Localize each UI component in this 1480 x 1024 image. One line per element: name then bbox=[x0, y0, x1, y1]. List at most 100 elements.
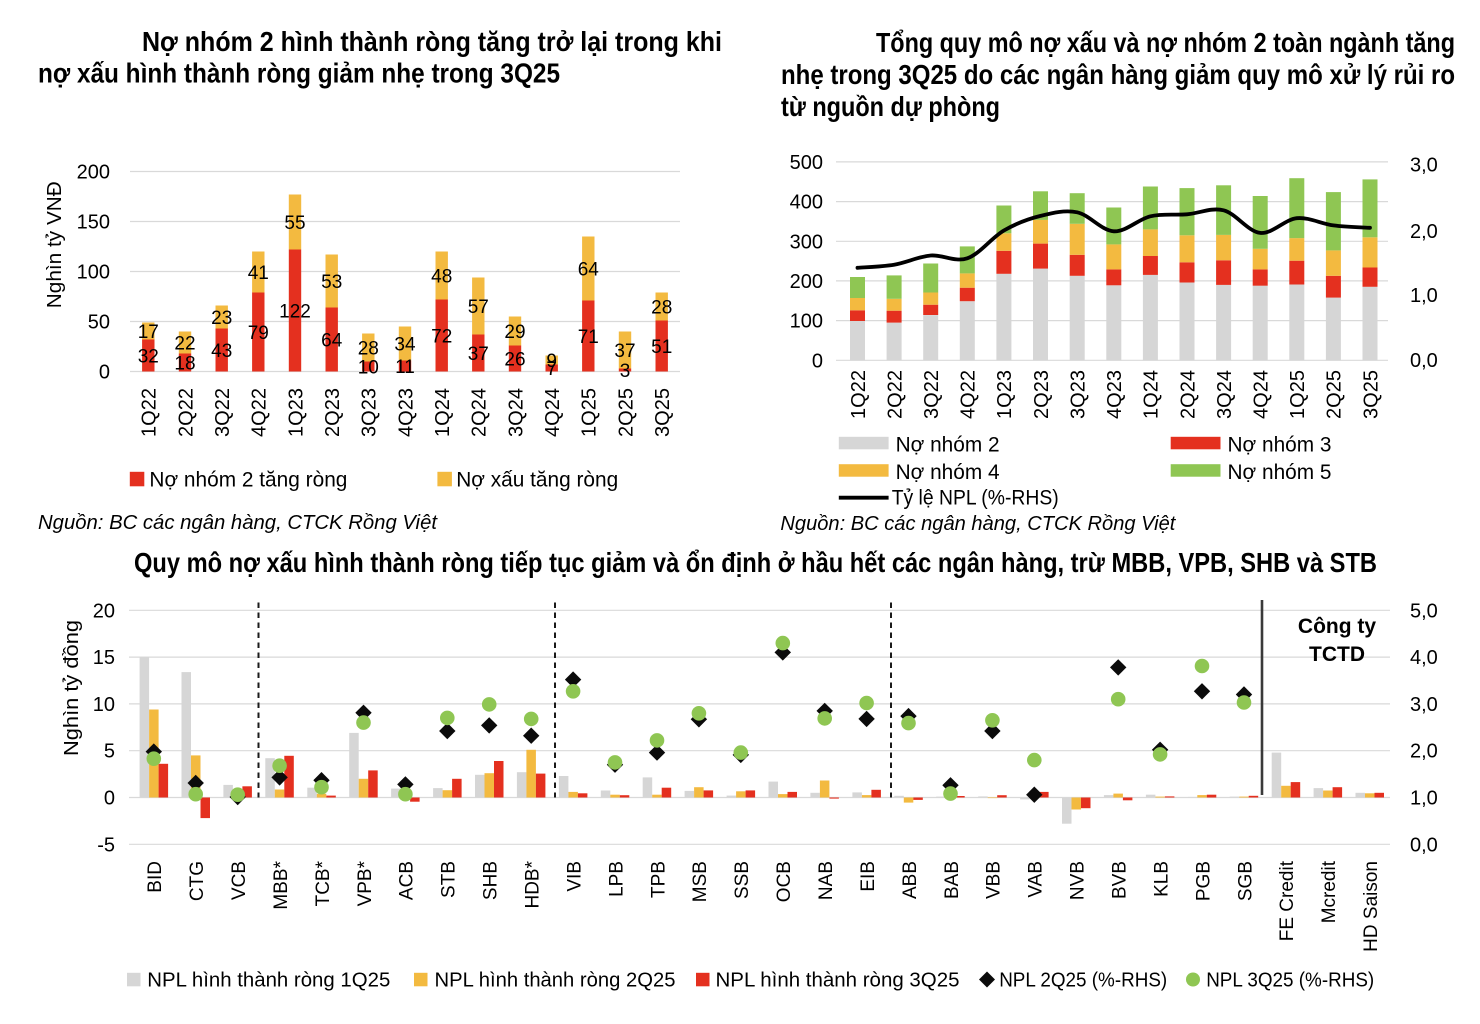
svg-text:NPL hình thành ròng 3Q25: NPL hình thành ròng 3Q25 bbox=[716, 969, 960, 992]
svg-text:26: 26 bbox=[504, 349, 525, 370]
svg-text:2Q24: 2Q24 bbox=[469, 388, 491, 437]
svg-text:nợ xấu hình thành ròng giảm nh: nợ xấu hình thành ròng giảm nhẹ trong 3Q… bbox=[38, 58, 560, 89]
svg-text:Mcredit: Mcredit bbox=[1319, 860, 1340, 923]
svg-text:Nợ nhóm 2 tăng ròng: Nợ nhóm 2 tăng ròng bbox=[149, 468, 347, 492]
svg-text:17: 17 bbox=[138, 322, 159, 343]
svg-text:1Q23: 1Q23 bbox=[285, 388, 307, 437]
svg-text:53: 53 bbox=[321, 272, 342, 293]
svg-text:3Q25: 3Q25 bbox=[1360, 370, 1382, 419]
svg-text:2Q22: 2Q22 bbox=[884, 370, 906, 419]
svg-text:0: 0 bbox=[104, 788, 115, 810]
svg-text:EIB: EIB bbox=[858, 861, 879, 892]
svg-text:VPB*: VPB* bbox=[355, 860, 376, 906]
svg-text:Tỷ lệ NPL (%-RHS): Tỷ lệ NPL (%-RHS) bbox=[892, 485, 1059, 509]
svg-text:4Q23: 4Q23 bbox=[395, 388, 417, 437]
svg-text:1Q24: 1Q24 bbox=[432, 388, 454, 437]
svg-text:2Q23: 2Q23 bbox=[322, 388, 344, 437]
svg-text:10: 10 bbox=[358, 357, 379, 378]
svg-text:2,0: 2,0 bbox=[1410, 221, 1438, 243]
svg-text:22: 22 bbox=[174, 333, 195, 354]
svg-text:SHB: SHB bbox=[481, 861, 502, 900]
svg-text:nhẹ trong 3Q25 do các ngân hàn: nhẹ trong 3Q25 do các ngân hàng giảm quy… bbox=[781, 59, 1455, 90]
svg-text:3,0: 3,0 bbox=[1410, 694, 1438, 716]
svg-text:OCB: OCB bbox=[774, 861, 795, 902]
svg-text:NPL hình thành ròng 1Q25: NPL hình thành ròng 1Q25 bbox=[147, 969, 390, 992]
svg-text:3Q23: 3Q23 bbox=[1068, 370, 1090, 419]
svg-text:NVB: NVB bbox=[1068, 861, 1089, 900]
svg-text:200: 200 bbox=[77, 162, 110, 184]
svg-text:Nghìn tỷ đồng: Nghìn tỷ đồng bbox=[61, 620, 83, 756]
svg-text:64: 64 bbox=[321, 330, 343, 351]
svg-text:48: 48 bbox=[431, 266, 452, 287]
svg-text:100: 100 bbox=[790, 311, 823, 333]
svg-text:79: 79 bbox=[248, 323, 269, 344]
svg-text:Nguồn: BC các ngân hàng, CTCK: Nguồn: BC các ngân hàng, CTCK Rồng Việt bbox=[38, 512, 438, 534]
svg-text:2Q22: 2Q22 bbox=[175, 388, 197, 437]
svg-text:Quy mô nợ xấu hình thành ròng: Quy mô nợ xấu hình thành ròng tiếp tục g… bbox=[134, 547, 1377, 578]
svg-text:NPL 3Q25 (%-RHS): NPL 3Q25 (%-RHS) bbox=[1206, 969, 1374, 992]
svg-text:Nợ xấu tăng ròng: Nợ xấu tăng ròng bbox=[456, 468, 618, 492]
svg-text:STB: STB bbox=[439, 861, 460, 898]
svg-text:Nợ nhóm 2 hình thành ròng tăng: Nợ nhóm 2 hình thành ròng tăng trở lại t… bbox=[142, 26, 722, 57]
svg-text:ACB: ACB bbox=[397, 861, 418, 900]
svg-text:2Q23: 2Q23 bbox=[1031, 370, 1053, 419]
svg-text:ABB: ABB bbox=[900, 861, 921, 899]
svg-text:Nợ nhóm 4: Nợ nhóm 4 bbox=[896, 460, 1000, 484]
svg-text:11: 11 bbox=[395, 357, 415, 378]
svg-text:Nghìn tỷ VNĐ: Nghìn tỷ VNĐ bbox=[44, 181, 66, 308]
svg-text:41: 41 bbox=[248, 263, 269, 284]
svg-text:64: 64 bbox=[578, 259, 600, 280]
svg-text:NPL 2Q25 (%-RHS): NPL 2Q25 (%-RHS) bbox=[999, 969, 1167, 992]
svg-text:1Q23: 1Q23 bbox=[994, 370, 1016, 419]
svg-text:18: 18 bbox=[174, 353, 195, 374]
svg-text:Nợ nhóm 5: Nợ nhóm 5 bbox=[1228, 460, 1332, 484]
svg-text:2,0: 2,0 bbox=[1410, 741, 1438, 763]
svg-text:KLB: KLB bbox=[1151, 861, 1172, 897]
svg-text:1,0: 1,0 bbox=[1410, 788, 1438, 810]
svg-text:4Q22: 4Q22 bbox=[249, 388, 271, 437]
svg-text:57: 57 bbox=[468, 297, 489, 318]
svg-text:71: 71 bbox=[578, 327, 599, 348]
svg-text:TCTD: TCTD bbox=[1309, 643, 1365, 666]
svg-text:200: 200 bbox=[790, 271, 823, 293]
svg-text:Nợ nhóm 2: Nợ nhóm 2 bbox=[896, 432, 1000, 456]
svg-text:VBB: VBB bbox=[984, 861, 1005, 899]
svg-text:10: 10 bbox=[93, 694, 115, 716]
svg-text:3Q22: 3Q22 bbox=[921, 370, 943, 419]
svg-text:5,0: 5,0 bbox=[1410, 600, 1438, 622]
svg-text:CTG: CTG bbox=[187, 861, 208, 901]
svg-text:3Q25: 3Q25 bbox=[652, 388, 674, 437]
svg-text:2Q24: 2Q24 bbox=[1177, 370, 1199, 419]
svg-text:1Q25: 1Q25 bbox=[579, 388, 601, 437]
svg-text:VIB: VIB bbox=[564, 861, 585, 892]
svg-text:37: 37 bbox=[614, 341, 635, 362]
svg-text:0,0: 0,0 bbox=[1410, 834, 1438, 856]
svg-text:3,0: 3,0 bbox=[1410, 154, 1438, 176]
svg-text:Nguồn: BC các ngân hàng, CTCK: Nguồn: BC các ngân hàng, CTCK Rồng Việt bbox=[780, 513, 1176, 535]
svg-text:50: 50 bbox=[88, 312, 110, 334]
svg-text:từ nguồn dự phòng: từ nguồn dự phòng bbox=[781, 91, 1000, 122]
svg-text:2Q25: 2Q25 bbox=[1324, 370, 1346, 419]
svg-text:4Q24: 4Q24 bbox=[1251, 370, 1273, 419]
svg-text:1Q25: 1Q25 bbox=[1287, 370, 1309, 419]
svg-text:0: 0 bbox=[99, 362, 110, 384]
svg-text:2Q25: 2Q25 bbox=[615, 388, 637, 437]
svg-text:BVB: BVB bbox=[1110, 861, 1131, 899]
svg-text:20: 20 bbox=[93, 600, 115, 622]
svg-text:34: 34 bbox=[394, 334, 416, 355]
svg-text:Tổng quy mô nợ xấu và nợ nhóm: Tổng quy mô nợ xấu và nợ nhóm 2 toàn ngà… bbox=[876, 27, 1455, 58]
svg-text:500: 500 bbox=[790, 152, 823, 174]
svg-text:LPB: LPB bbox=[606, 861, 627, 897]
svg-text:1Q24: 1Q24 bbox=[1141, 370, 1163, 419]
svg-text:1,0: 1,0 bbox=[1410, 285, 1438, 307]
svg-text:122: 122 bbox=[279, 301, 311, 322]
svg-text:0: 0 bbox=[812, 350, 823, 372]
svg-text:3Q23: 3Q23 bbox=[359, 388, 381, 437]
svg-text:SSB: SSB bbox=[732, 861, 753, 899]
svg-text:3Q24: 3Q24 bbox=[1214, 370, 1236, 419]
svg-text:MBB*: MBB* bbox=[271, 860, 292, 909]
svg-text:Công ty: Công ty bbox=[1298, 615, 1376, 638]
svg-text:-5: -5 bbox=[97, 834, 115, 856]
svg-text:43: 43 bbox=[211, 341, 232, 362]
svg-text:Nợ nhóm 3: Nợ nhóm 3 bbox=[1228, 432, 1332, 456]
